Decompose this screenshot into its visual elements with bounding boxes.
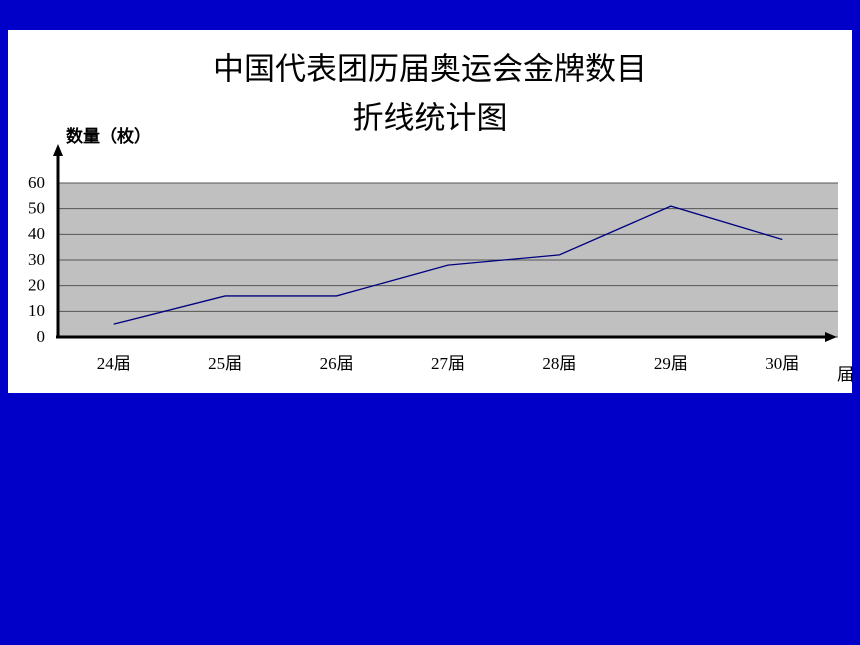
x-axis-arrow (825, 332, 837, 342)
x-tick-label: 24届 (97, 354, 131, 373)
x-tick-label: 28届 (542, 354, 576, 373)
marks (113, 205, 783, 325)
data-line (113, 205, 783, 325)
labels: 0 10 20 30 40 50 60 24届 25届 26届 27届 28届 29届 30届 (28, 173, 799, 373)
chart-title: 中国代表团历届奥运会金牌数目 (213, 52, 647, 88)
chart-subtitle: 折线统计图 (353, 101, 508, 137)
y-tick-label: 20 (28, 276, 45, 295)
y-tick-label: 0 (37, 327, 46, 346)
y-axis-arrow (53, 144, 63, 156)
y-tick-label: 50 (28, 199, 45, 218)
y-tick-label: 60 (28, 173, 45, 192)
x-tick-label: 25届 (208, 354, 242, 373)
x-tick-label: 26届 (320, 354, 354, 373)
x-tick-label: 30届 (765, 354, 799, 373)
y-tick-label: 40 (28, 224, 45, 243)
x-tick-label: 27届 (431, 354, 465, 373)
y-tick-label: 30 (28, 250, 45, 269)
y-axis-label: 数量（枚） (66, 126, 151, 147)
y-tick-label: 10 (28, 301, 45, 320)
x-tick-label: 29届 (654, 354, 688, 373)
x-axis-label: 届 (837, 365, 854, 385)
